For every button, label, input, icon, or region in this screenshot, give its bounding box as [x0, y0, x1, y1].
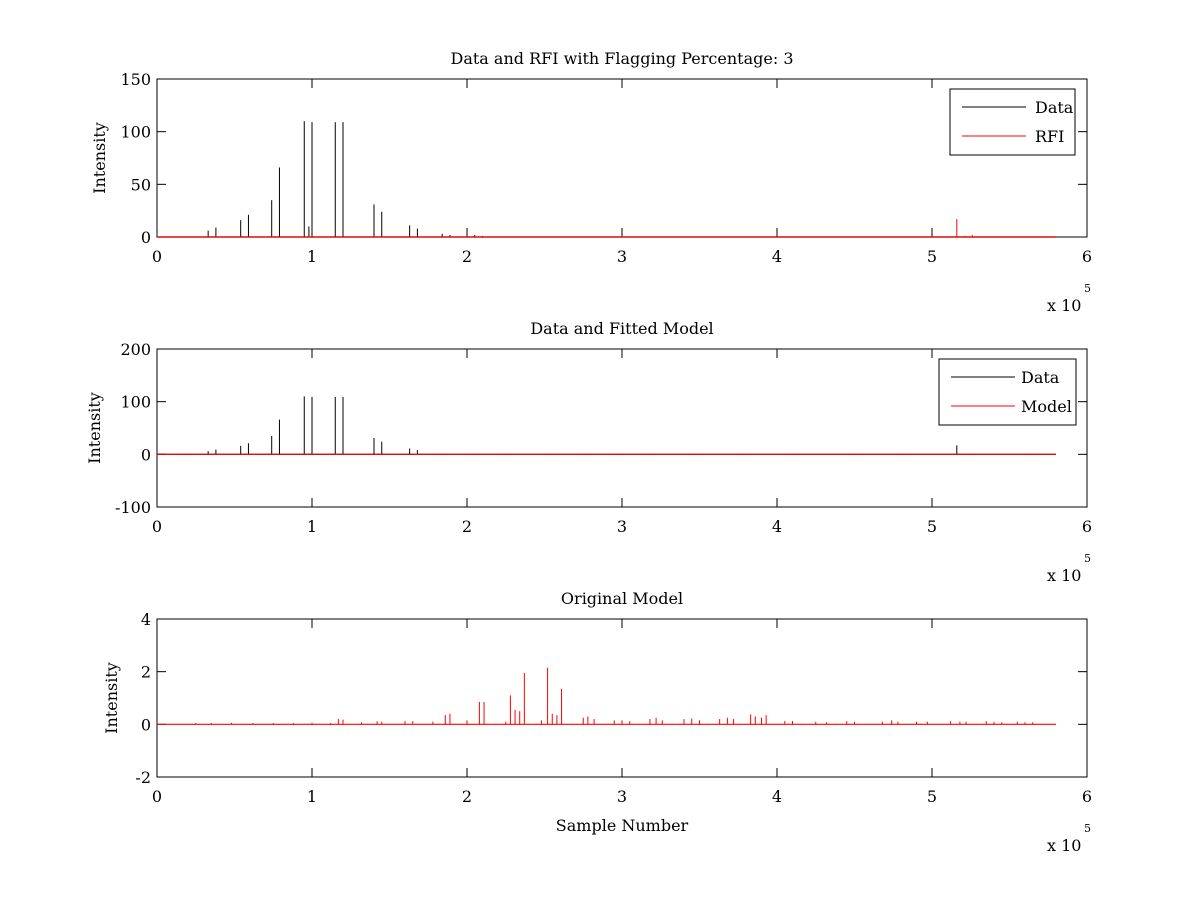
legend-label: RFI — [1035, 127, 1064, 146]
x-axis-multiplier: x 105 — [1047, 552, 1091, 585]
x-tick-label: 0 — [152, 247, 162, 266]
y-tick-label: 4 — [141, 610, 151, 629]
legend-label: Model — [1021, 397, 1072, 416]
y-tick-label: -100 — [115, 498, 151, 517]
y-tick-label: 50 — [131, 175, 151, 194]
y-tick-label: 100 — [120, 393, 151, 412]
x-tick-label: 6 — [1082, 787, 1092, 806]
y-tick-label: 100 — [120, 123, 151, 142]
series-model — [157, 667, 1056, 725]
x-tick-label: 4 — [772, 247, 782, 266]
x-axis-label: Sample Number — [556, 816, 689, 835]
y-tick-label: -2 — [135, 768, 151, 787]
x-tick-label: 5 — [927, 247, 937, 266]
chart-title: Data and Fitted Model — [530, 319, 713, 338]
x-tick-label: 1 — [307, 787, 317, 806]
x-tick-label: 0 — [152, 517, 162, 536]
x-axis-multiplier: x 105 — [1047, 822, 1091, 855]
legend-box — [949, 88, 1076, 156]
x-tick-label: 6 — [1082, 247, 1092, 266]
x-tick-label: 6 — [1082, 517, 1092, 536]
legend-label: Data — [1035, 98, 1074, 117]
y-tick-label: 200 — [120, 340, 151, 359]
x-tick-label: 0 — [152, 787, 162, 806]
x-tick-label: 4 — [772, 517, 782, 536]
x-tick-label: 5 — [927, 517, 937, 536]
y-axis-label: Intensity — [102, 662, 121, 734]
chart-panel-3: Original Model Intensity Sample Number 0 1 2 3… — [102, 589, 1092, 855]
legend: Data RFI — [949, 88, 1076, 156]
x-tick-label: 5 — [927, 787, 937, 806]
y-tick-label: 0 — [141, 715, 151, 734]
x-multiplier-exponent: 5 — [1084, 822, 1091, 835]
x-tick-label: 2 — [462, 247, 472, 266]
x-tick-label: 4 — [772, 787, 782, 806]
y-tick-label: 0 — [141, 228, 151, 247]
plot-area — [156, 78, 1088, 238]
x-tick-label: 3 — [617, 787, 627, 806]
y-tick-label: 0 — [141, 445, 151, 464]
y-tick-label: 2 — [141, 663, 151, 682]
y-tick-label: 150 — [120, 70, 151, 89]
y-axis-label: Intensity — [85, 392, 104, 464]
legend-label: Data — [1021, 368, 1060, 387]
chart-title: Original Model — [561, 589, 683, 608]
x-multiplier-exponent: 5 — [1084, 282, 1091, 295]
series-model — [157, 453, 1056, 455]
chart-title: Data and RFI with Flagging Percentage: 3 — [450, 49, 793, 68]
chart-panel-1: Data and RFI with Flagging Percentage: 3… — [90, 49, 1092, 315]
y-axis-label: Intensity — [90, 122, 109, 194]
legend: Data Model — [938, 358, 1077, 426]
series-rfi — [157, 219, 1056, 238]
legend-box — [938, 358, 1077, 426]
x-tick-label: 3 — [617, 517, 627, 536]
chart-panel-2: Data and Fitted Model Intensity 0 1 2 3 4 5 6 -10… — [85, 319, 1092, 585]
x-tick-label: 3 — [617, 247, 627, 266]
x-axis-multiplier: x 105 — [1047, 282, 1091, 315]
x-tick-label: 1 — [307, 517, 317, 536]
x-multiplier-exponent: 5 — [1084, 552, 1091, 565]
plot-area — [156, 618, 1088, 778]
x-multiplier-base: x 10 — [1047, 836, 1081, 855]
x-tick-label: 2 — [462, 787, 472, 806]
x-tick-label: 2 — [462, 517, 472, 536]
x-multiplier-base: x 10 — [1047, 296, 1081, 315]
x-multiplier-base: x 10 — [1047, 566, 1081, 585]
x-tick-label: 1 — [307, 247, 317, 266]
